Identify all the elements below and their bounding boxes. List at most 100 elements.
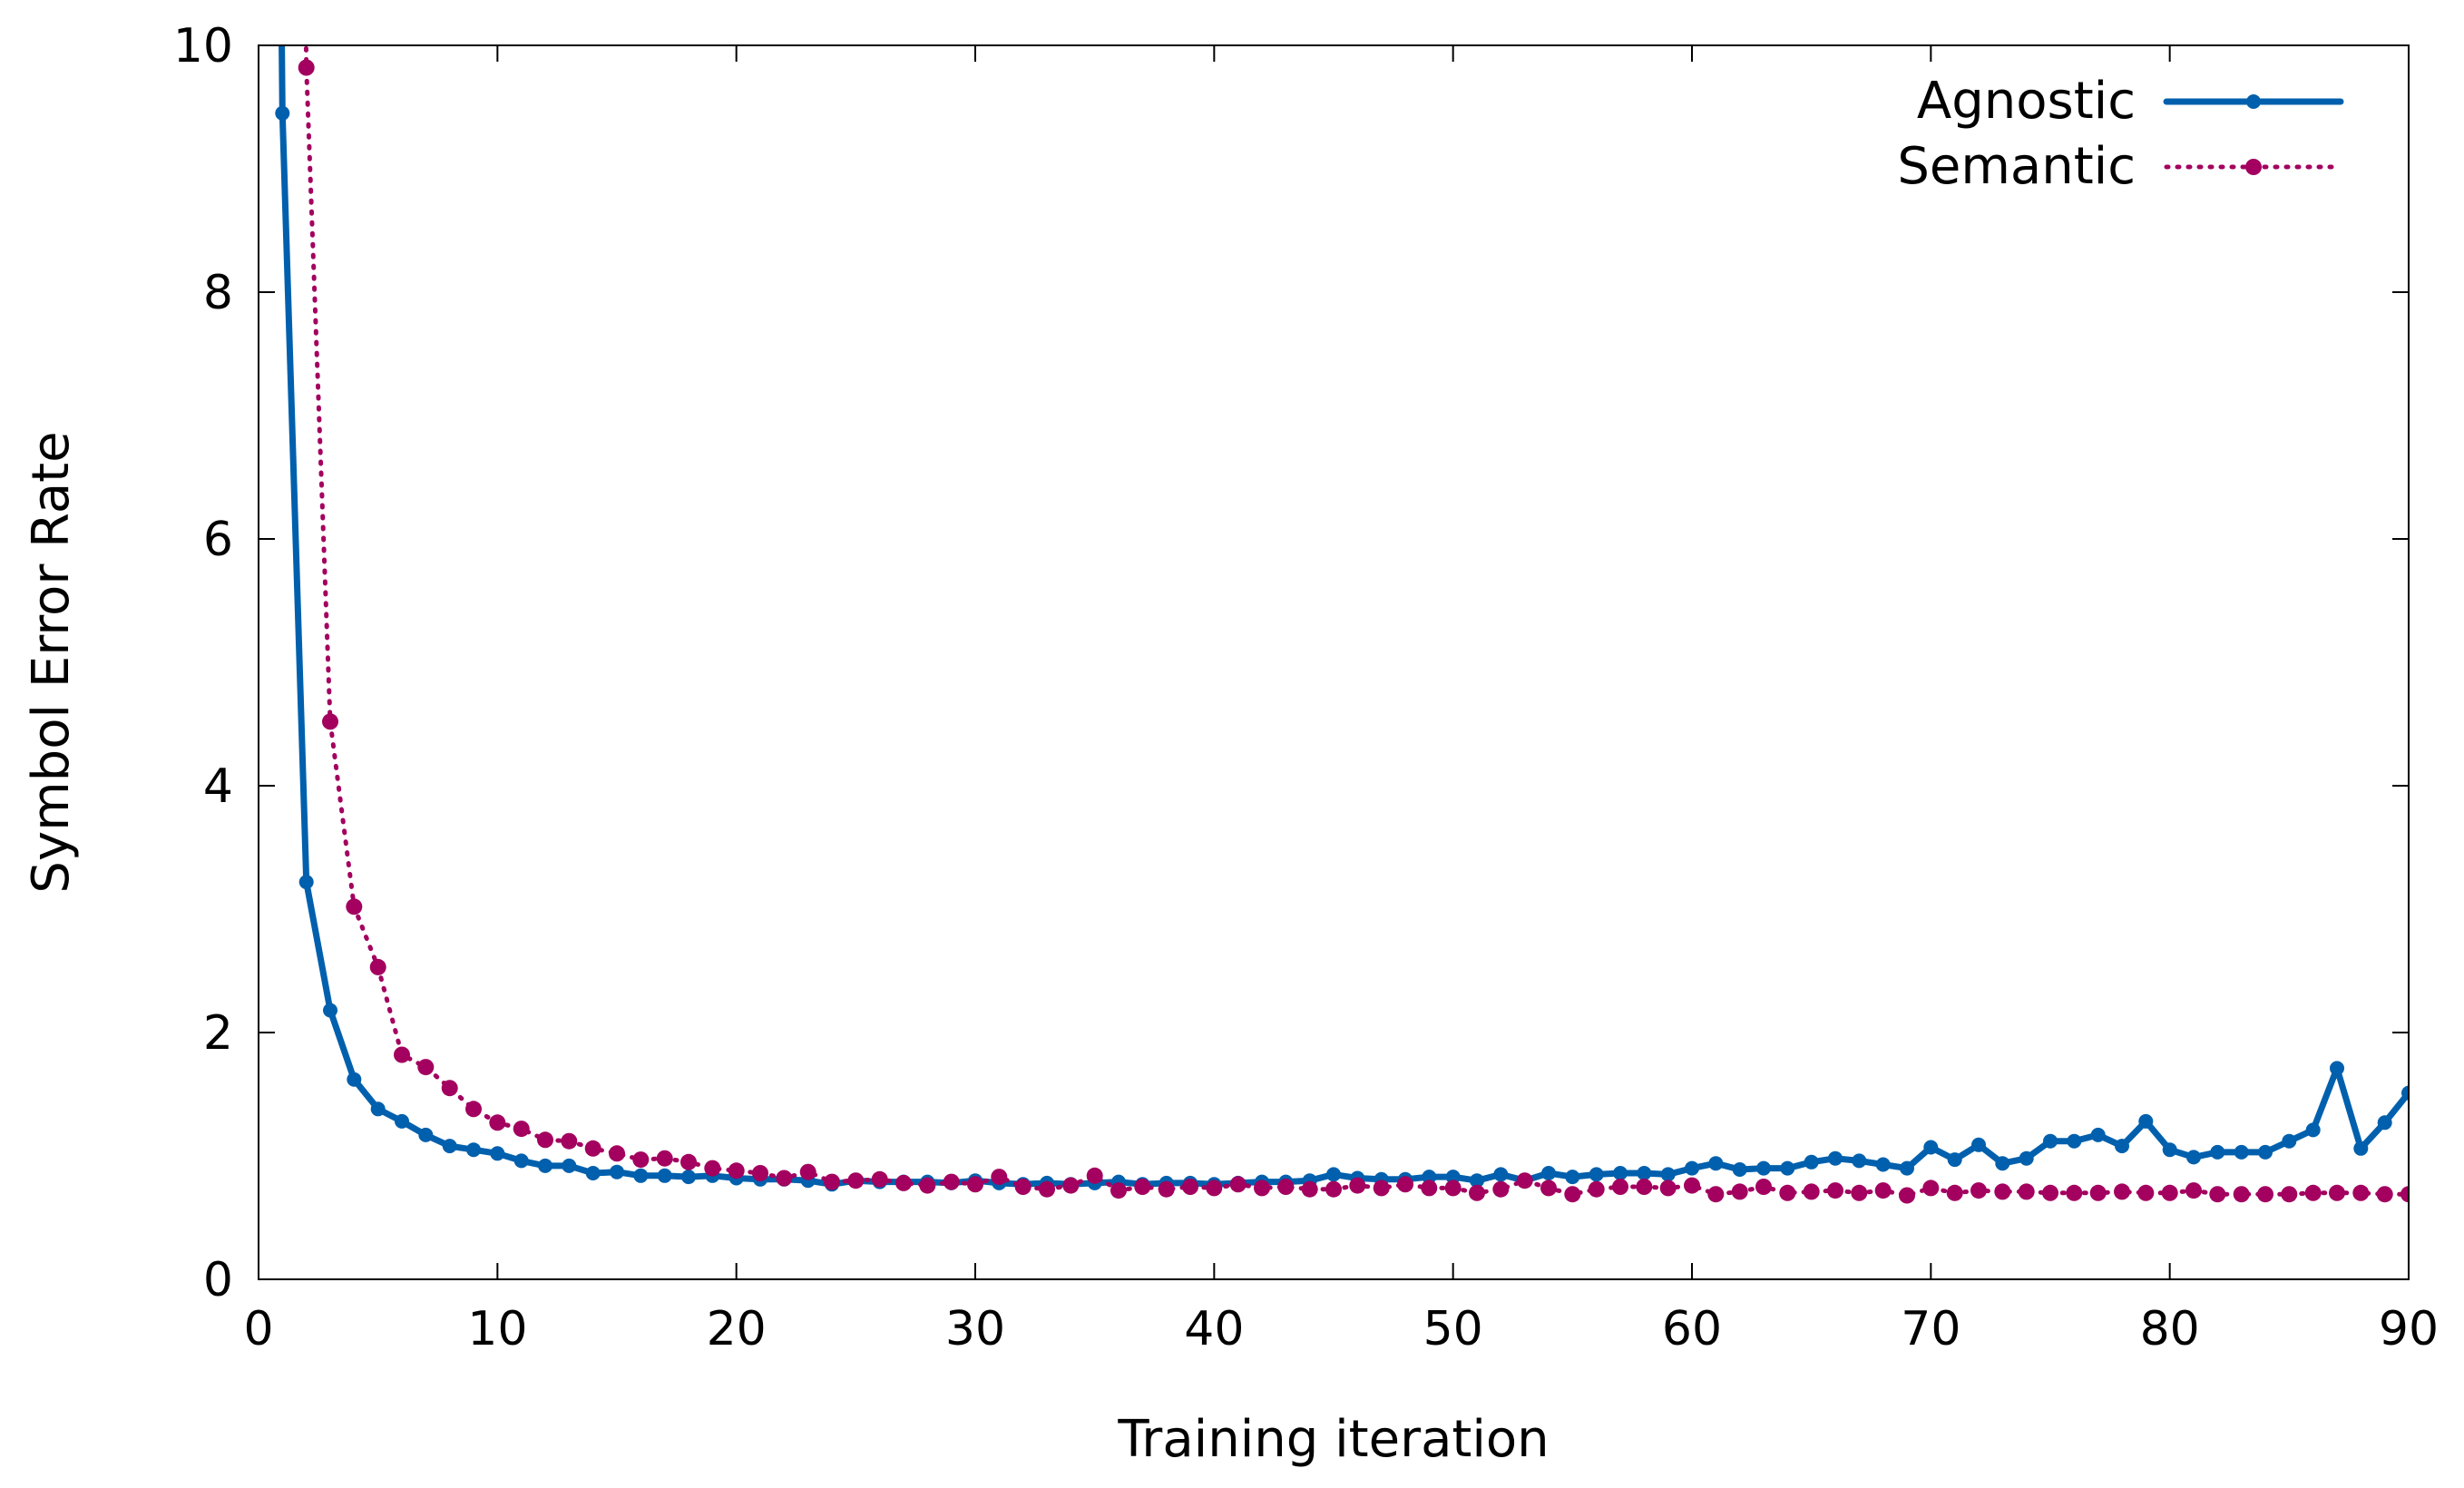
data-point-semantic: [632, 1151, 650, 1169]
data-point-agnostic: [298, 875, 314, 890]
data-point-semantic: [1397, 1176, 1413, 1193]
data-point-agnostic: [2115, 1139, 2129, 1154]
data-point-agnostic: [1947, 1152, 1962, 1168]
data-point-semantic: [799, 1163, 816, 1180]
data-point-semantic: [1444, 1180, 1462, 1197]
data-point-semantic: [394, 1046, 410, 1063]
data-point-semantic: [1731, 1183, 1748, 1200]
data-point-semantic: [656, 1150, 673, 1167]
x-tick-label: 40: [1184, 1302, 1244, 1356]
x-tick-label: 30: [945, 1302, 1005, 1356]
legend-item-semantic: Semantic: [1897, 137, 2343, 196]
data-point-agnostic: [1804, 1154, 1819, 1170]
data-point-semantic: [2066, 1184, 2083, 1201]
data-point-semantic: [1182, 1179, 1198, 1195]
data-point-agnostic: [1828, 1150, 1843, 1166]
data-point-semantic: [2042, 1184, 2058, 1201]
data-point-semantic: [1636, 1179, 1653, 1195]
plot-frame: [258, 44, 2410, 1280]
data-point-agnostic: [2258, 1144, 2273, 1160]
data-point-semantic: [1492, 1180, 1510, 1198]
data-point-agnostic: [490, 1146, 505, 1161]
data-point-semantic: [441, 1080, 458, 1097]
data-point-semantic: [1946, 1184, 1963, 1201]
data-point-semantic: [609, 1145, 625, 1162]
data-point-semantic: [1755, 1179, 1772, 1195]
data-point-semantic: [824, 1173, 840, 1190]
data-point-semantic: [322, 713, 338, 730]
data-point-agnostic: [1756, 1160, 1771, 1176]
data-point-semantic: [1899, 1187, 1915, 1204]
data-point-semantic: [1349, 1177, 1366, 1194]
data-point-agnostic: [1589, 1167, 1604, 1182]
data-point-agnostic: [633, 1168, 649, 1183]
data-point-semantic: [943, 1173, 960, 1190]
data-point-agnostic: [1685, 1160, 1699, 1176]
data-point-agnostic: [1995, 1156, 2010, 1171]
data-point-agnostic: [2305, 1122, 2321, 1138]
data-point-semantic: [1229, 1176, 1247, 1193]
data-point-semantic: [2209, 1186, 2226, 1203]
data-point-agnostic: [585, 1166, 601, 1180]
y-tick-label: 10: [173, 19, 233, 73]
y-axis-title: Symbol Error Rate: [22, 431, 81, 893]
data-point-semantic: [871, 1170, 888, 1188]
data-point-semantic: [417, 1059, 435, 1076]
data-point-semantic: [2233, 1186, 2250, 1203]
data-point-semantic: [1874, 1182, 1892, 1199]
data-point-agnostic: [2043, 1133, 2058, 1149]
data-point-semantic: [2304, 1184, 2322, 1201]
data-point-agnostic: [2090, 1127, 2106, 1142]
data-point-semantic: [561, 1132, 578, 1150]
data-point-agnostic: [2186, 1150, 2201, 1165]
data-point-agnostic: [1326, 1167, 1341, 1182]
data-point-semantic: [2089, 1184, 2107, 1201]
data-point-agnostic: [1780, 1160, 1795, 1176]
data-point-agnostic: [442, 1139, 457, 1154]
data-point-semantic: [991, 1169, 1008, 1186]
data-point-agnostic: [2210, 1144, 2225, 1160]
data-point-semantic: [704, 1160, 721, 1177]
legend-marker-semantic: [2245, 159, 2262, 175]
series-semantic: [298, 45, 2409, 1204]
data-point-semantic: [298, 59, 315, 76]
data-point-agnostic: [1445, 1170, 1461, 1185]
x-tick-label: 20: [707, 1302, 767, 1356]
data-point-agnostic: [370, 1101, 386, 1117]
data-point-semantic: [1134, 1179, 1151, 1195]
data-point-semantic: [1612, 1179, 1628, 1195]
tick-marks: [258, 44, 2410, 1280]
data-point-semantic: [2137, 1184, 2155, 1201]
data-point-semantic: [1588, 1180, 1605, 1198]
data-point-agnostic: [562, 1158, 577, 1173]
data-point-agnostic: [1708, 1156, 1724, 1171]
data-point-agnostic: [1900, 1160, 1914, 1176]
data-point-semantic: [1158, 1180, 1175, 1198]
data-point-semantic: [919, 1177, 936, 1194]
data-point-semantic: [1039, 1180, 1055, 1198]
data-point-agnostic: [657, 1168, 672, 1183]
data-point-agnostic: [1923, 1140, 1939, 1155]
data-point-semantic: [1803, 1183, 1820, 1200]
data-point-agnostic: [1875, 1157, 1891, 1172]
y-tick-label: 0: [203, 1253, 233, 1307]
legend-marker-agnostic: [2246, 94, 2261, 109]
data-point-semantic: [1516, 1172, 1533, 1189]
data-point-semantic: [489, 1114, 506, 1131]
data-point-agnostic: [418, 1127, 434, 1142]
data-point-semantic: [2161, 1184, 2178, 1201]
series-group: [275, 45, 2409, 1204]
data-point-agnostic: [538, 1158, 552, 1173]
data-point-semantic: [2018, 1183, 2035, 1200]
data-point-semantic: [1110, 1182, 1127, 1199]
data-point-semantic: [728, 1162, 745, 1180]
data-point-agnostic: [1493, 1167, 1509, 1182]
data-point-agnostic: [1852, 1153, 1867, 1169]
data-point-semantic: [1062, 1177, 1080, 1194]
data-point-agnostic: [610, 1164, 624, 1180]
data-point-semantic: [1851, 1184, 1868, 1201]
data-point-semantic: [1301, 1180, 1318, 1198]
data-point-semantic: [1970, 1182, 1987, 1199]
data-point-semantic: [2352, 1184, 2370, 1201]
